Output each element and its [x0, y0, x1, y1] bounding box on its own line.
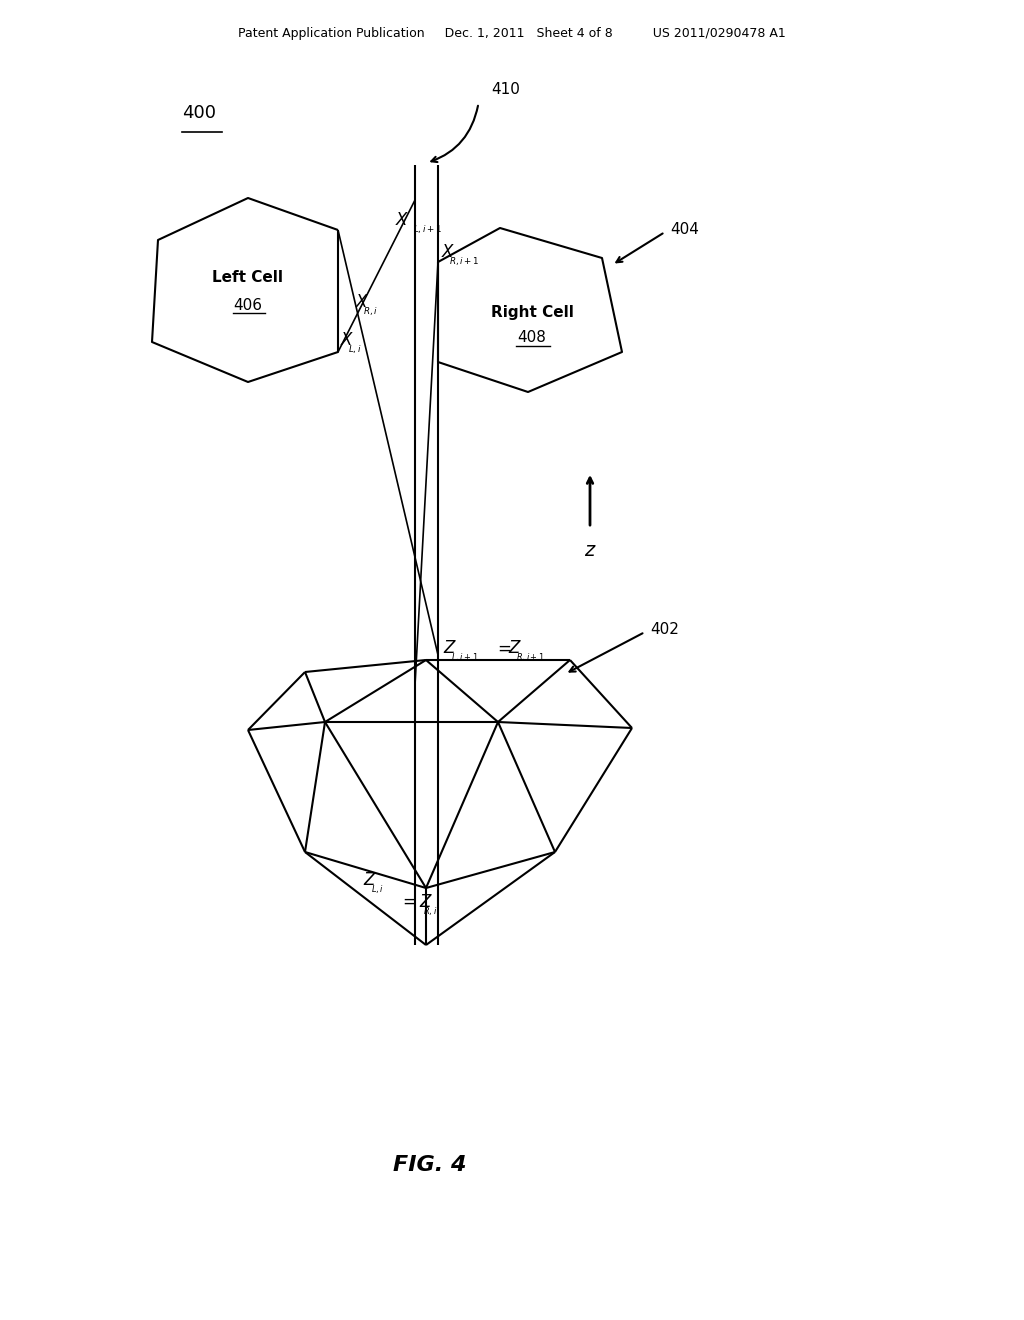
Text: $_{R,i+1}$: $_{R,i+1}$ [516, 651, 545, 664]
Text: $_{L,i}$: $_{L,i}$ [348, 342, 361, 355]
Text: Right Cell: Right Cell [490, 305, 573, 319]
Text: $_{L,i+1}$: $_{L,i+1}$ [451, 651, 479, 664]
Text: Patent Application Publication     Dec. 1, 2011   Sheet 4 of 8          US 2011/: Patent Application Publication Dec. 1, 2… [239, 26, 785, 40]
Text: 408: 408 [517, 330, 547, 346]
Text: $=$: $=$ [494, 639, 511, 657]
Text: $X$: $X$ [394, 211, 409, 228]
Text: $_{L,i+1}$: $_{L,i+1}$ [413, 223, 442, 235]
Text: 406: 406 [233, 297, 262, 313]
Text: 404: 404 [670, 223, 698, 238]
Text: 400: 400 [182, 104, 216, 121]
Text: $X$: $X$ [340, 331, 354, 348]
Text: 402: 402 [650, 623, 679, 638]
Text: $Z$: $Z$ [443, 639, 457, 657]
Text: $z$: $z$ [584, 540, 596, 560]
Text: 410: 410 [492, 82, 520, 98]
Text: $Z$: $Z$ [508, 639, 522, 657]
Text: $Z$: $Z$ [362, 871, 377, 888]
Text: FIG. 4: FIG. 4 [393, 1155, 467, 1175]
Text: $X$: $X$ [441, 243, 456, 261]
Text: $=Z$: $=Z$ [399, 894, 433, 911]
Text: $_{R,i+1}$: $_{R,i+1}$ [449, 255, 479, 268]
Text: $X$: $X$ [355, 293, 370, 312]
Text: $_{R,i}$: $_{R,i}$ [362, 305, 378, 318]
Text: $_{L,i}$: $_{L,i}$ [371, 883, 384, 895]
Text: $_{R,i}$: $_{R,i}$ [423, 904, 437, 917]
Text: Left Cell: Left Cell [213, 271, 284, 285]
